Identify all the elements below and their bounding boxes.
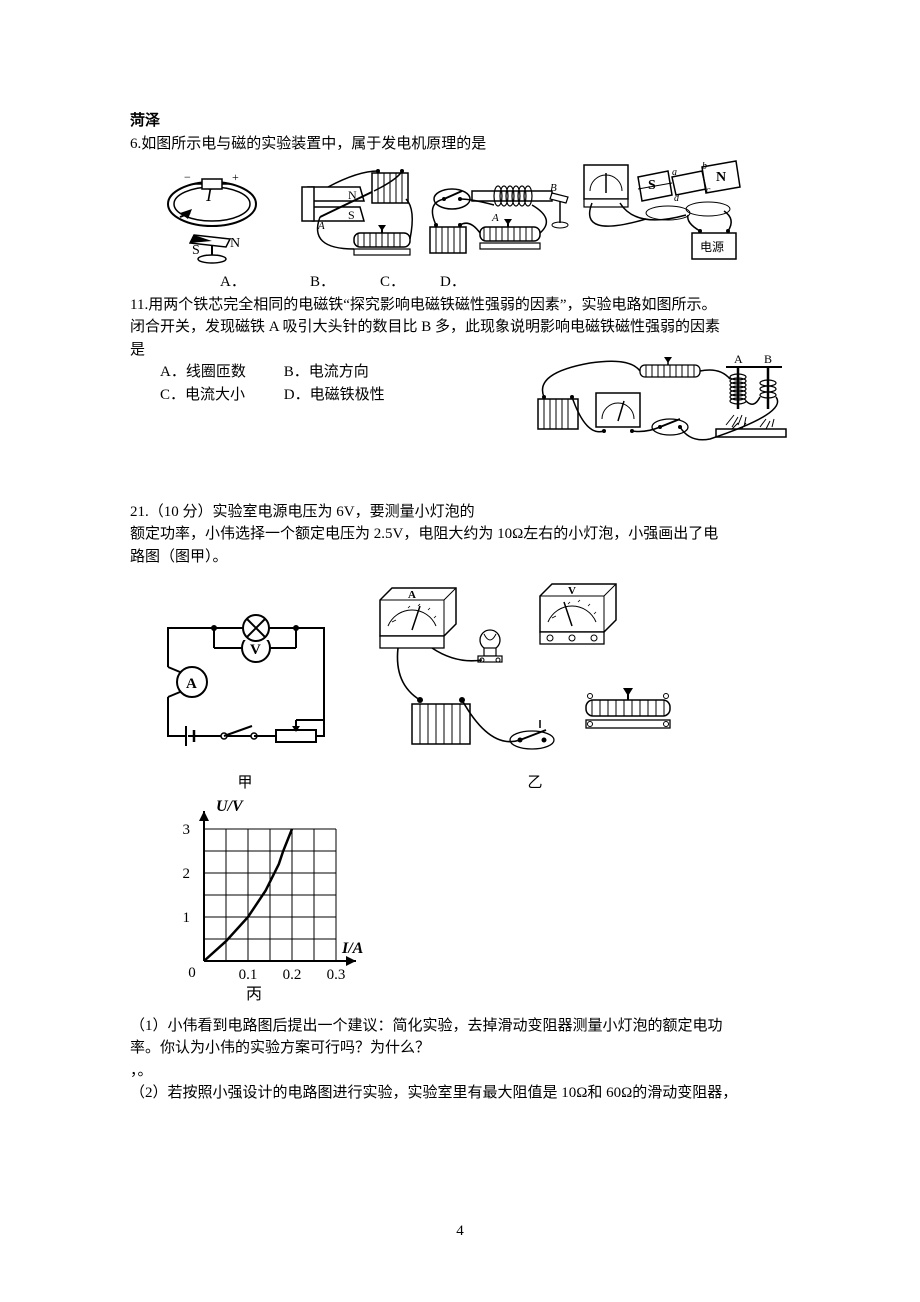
plus-icon: + (232, 170, 239, 184)
q6-figure-row: − + I S N N S (154, 159, 790, 269)
a-small: a (672, 167, 677, 178)
minus-icon: − (184, 170, 191, 184)
svg-text:丙: 丙 (246, 986, 262, 1003)
q6-fig-a: − + I S N (154, 169, 284, 269)
q11-figure: A B (530, 353, 790, 471)
q11-number: 11. (130, 297, 148, 313)
n-big-label: N (716, 170, 726, 185)
q11-opt-a: A．线圈匝数 (160, 361, 280, 384)
q21-sub1-tail: ，。 (130, 1060, 790, 1083)
q21-chart: 00.10.20.3123U/VI/A丙 (160, 805, 790, 995)
svg-text:0.3: 0.3 (327, 967, 346, 983)
q21-line3: 路图（图甲）。 (130, 546, 790, 569)
s-label: S (348, 208, 355, 222)
fig-yi-label: 乙 (527, 772, 542, 795)
q6-label-d: D． (440, 271, 466, 294)
q21-sub1-l1: （1）小伟看到电路图后提出一个建议：简化实验，去掉滑动变阻器测量小灯泡的额定电功 (130, 1015, 790, 1038)
q11-opt-c: C．电流大小 (160, 384, 280, 407)
q21-fig-jia: A V (150, 610, 340, 795)
svg-text:0.1: 0.1 (239, 967, 258, 983)
q21-figures: A V (150, 580, 790, 795)
q6-option-labels: A． B． C． D． (220, 271, 790, 294)
svg-text:I/A: I/A (341, 940, 364, 957)
svg-text:A: A (408, 589, 416, 601)
q6-stem: 6.如图所示电与磁的实验装置中，属于发电机原理的是 (130, 133, 790, 156)
page-number: 4 (0, 1220, 920, 1243)
q21-line1: 21.（10 分）实验室电源电压为 6V，要测量小灯泡的 (130, 501, 790, 524)
q21-fig-yi: A V (370, 580, 700, 795)
power-label: 电源 (700, 240, 724, 254)
a-label: A (491, 212, 499, 224)
q21-sub2: （2）若按照小强设计的电路图进行实验，实验室里有最大阻值是 10Ω和 60Ω的滑… (130, 1082, 790, 1105)
svg-text:2: 2 (183, 866, 191, 882)
s-big-label: S (648, 178, 656, 193)
section-title: 菏泽 (130, 110, 790, 133)
mag-a-label: A (734, 352, 743, 366)
svg-text:V: V (568, 585, 576, 597)
svg-text:0: 0 (188, 965, 196, 981)
svg-text:0.2: 0.2 (283, 967, 302, 983)
ammeter-label: A (186, 676, 197, 692)
q21-line2: 额定功率，小伟选择一个额定电压为 2.5V，电阻大约为 10Ω左右的小灯泡，小强… (130, 523, 790, 546)
q11-stem-text1: 用两个铁芯完全相同的电磁铁“探究影响电磁铁磁性强弱的因素”，实验电路如图所示。 (148, 297, 716, 313)
q11-opt-b: B．电流方向 (284, 361, 404, 384)
svg-text:1: 1 (183, 910, 191, 926)
q6-number: 6. (130, 136, 141, 152)
b-label: B (550, 182, 557, 194)
voltmeter-label: V (250, 642, 261, 658)
q6-fig-c: B A (422, 169, 572, 269)
q21-stem1: 实验室电源电压为 6V，要测量小灯泡的 (213, 504, 475, 520)
q21-number: 21. (130, 504, 149, 520)
svg-text:U/V: U/V (216, 798, 244, 815)
q21-sub1-l2: 率。你认为小伟的实验方案可行吗？为什么？ (130, 1037, 790, 1060)
q11-stem2: 闭合开关，发现磁铁 A 吸引大头针的数目比 B 多，此现象说明影响电磁铁磁性强弱… (130, 316, 790, 339)
q6-stem-text: 如图所示电与磁的实验装置中，属于发电机原理的是 (141, 136, 486, 152)
current-label: I (205, 185, 213, 205)
q6-label-c: C． (380, 271, 440, 294)
fig-jia-label: 甲 (237, 772, 252, 795)
q21-points: （10 分） (149, 504, 213, 520)
q6-fig-d: S N a b c d 电源 (576, 159, 756, 269)
q11-opt-d: D．电磁铁极性 (284, 384, 404, 407)
n-label: N (230, 236, 240, 251)
s-label: S (192, 243, 200, 258)
q11-stem1: 11.用两个铁芯完全相同的电磁铁“探究影响电磁铁磁性强弱的因素”，实验电路如图所… (130, 294, 790, 317)
b-small: b (702, 161, 707, 172)
q6-label-b: B． (310, 271, 380, 294)
q6-label-a: A． (220, 271, 310, 294)
mag-b-label: B (764, 352, 772, 366)
q6-fig-b: N S A B (288, 169, 418, 269)
c-small: c (706, 185, 711, 196)
svg-text:3: 3 (183, 822, 191, 838)
